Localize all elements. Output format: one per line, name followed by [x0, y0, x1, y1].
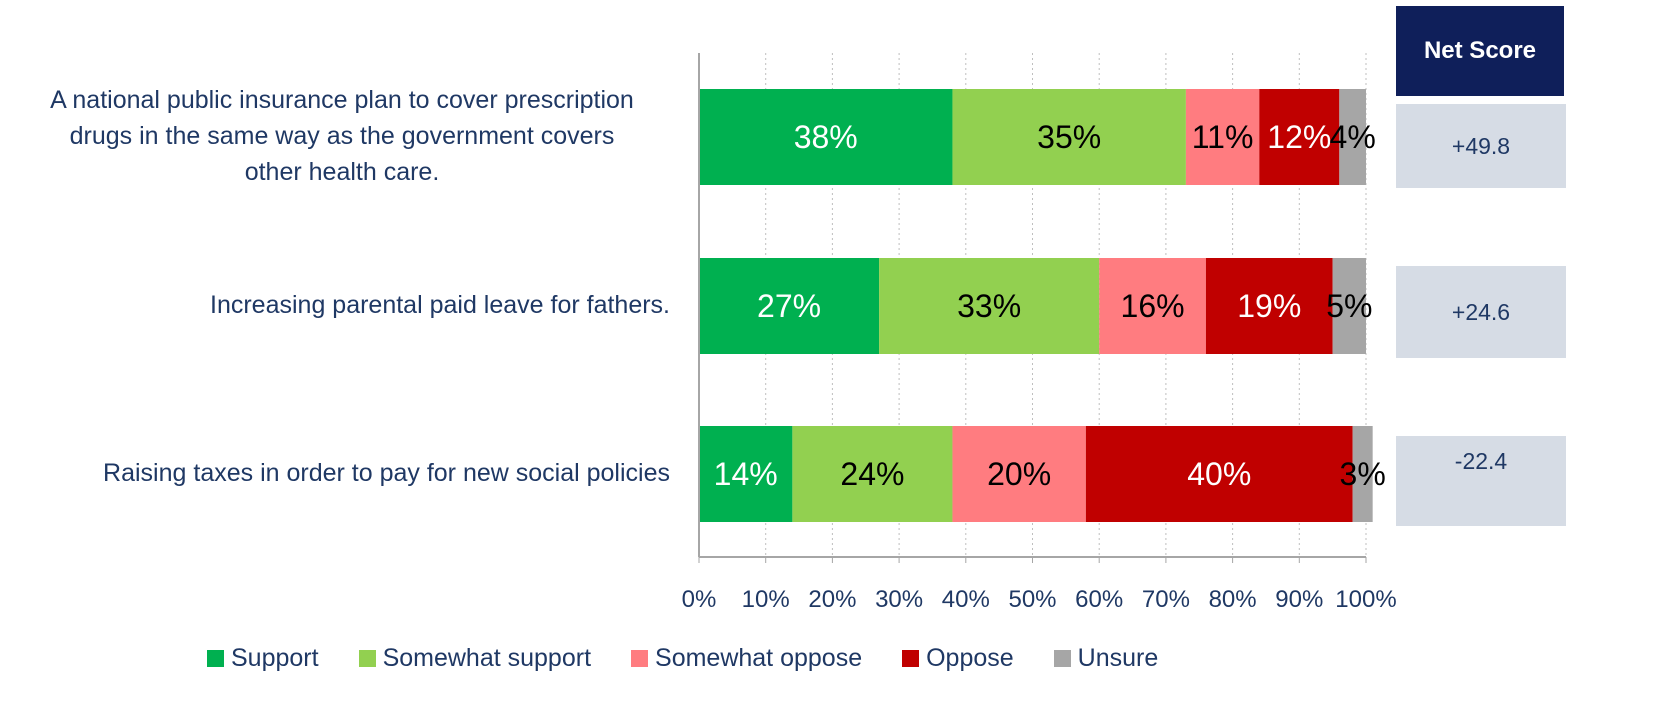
data-label-2-somewhat-support: 33% [957, 288, 1021, 324]
x-tick-label-6: 60% [1075, 586, 1123, 613]
data-label-3-somewhat-oppose: 20% [987, 456, 1051, 492]
data-label-1-somewhat-oppose: 11% [1192, 119, 1254, 155]
legend-label: Somewhat support [382, 643, 592, 672]
x-tick-label-10: 100% [1335, 586, 1396, 613]
data-label-3-support: 14% [714, 456, 778, 492]
category-label-1-line-1: A national public insurance plan to cove… [50, 86, 634, 114]
legend-label: Unsure [1077, 643, 1159, 672]
bar-3-oppose [1085, 426, 1353, 522]
data-label-2-unsure: 5% [1326, 288, 1372, 324]
legend-item-oppose: Oppose [902, 644, 1014, 673]
x-tick-label-1: 10% [742, 586, 790, 613]
category-label-1-line-3: other health care. [244, 158, 440, 186]
bar-2-somewhat-support [879, 258, 1100, 354]
net-score-2: +24.6 [1396, 266, 1566, 358]
bar-1-somewhat-support [952, 89, 1186, 185]
x-tick-label-4: 40% [942, 586, 990, 613]
x-tick-label-0: 0% [682, 586, 717, 613]
legend-item-somewhat-support: Somewhat support [358, 643, 592, 673]
legend-swatch [207, 649, 224, 667]
bar-3-somewhat-support [792, 426, 953, 522]
data-label-2-support: 27% [757, 288, 821, 324]
legend-label: Oppose [926, 643, 1014, 672]
legend-item-support: Support [207, 644, 319, 673]
data-label-3-somewhat-support: 24% [840, 456, 904, 492]
category-label-3: Raising taxes in order to pay for new so… [0, 455, 670, 491]
category-label-1: A national public insurance plan to cove… [0, 82, 684, 190]
bar-1-somewhat-oppose [1185, 89, 1260, 185]
bar-3-support [699, 426, 793, 522]
data-label-2-somewhat-oppose: 16% [1121, 288, 1185, 324]
net-score-header: Net Score [1396, 6, 1564, 96]
net-score-1: +49.8 [1396, 104, 1566, 188]
data-label-1-support: 38% [794, 119, 858, 155]
category-label-2-line-1: Increasing parental paid leave for fathe… [210, 291, 670, 319]
legend-item-unsure: Unsure [1053, 643, 1159, 673]
x-tick-label-3: 30% [875, 586, 923, 613]
bar-2-unsure [1332, 258, 1366, 354]
bar-1-support [699, 89, 953, 185]
legend: Support Somewhat support Somewhat oppose Op… [207, 640, 1198, 676]
data-label-1-somewhat-support: 35% [1037, 119, 1101, 155]
bars: 38% 35% 11% 12%4% 27% 33% 16% 19% 5% 14% 24% 20% 40%… [699, 89, 1386, 522]
data-label-1-unsure: 4% [1330, 119, 1376, 155]
x-tick-label-2: 20% [808, 586, 856, 613]
bar-3-somewhat-oppose [952, 426, 1086, 522]
x-tick-label-9: 90% [1275, 586, 1323, 613]
net-score-3: -22.4 [1396, 436, 1566, 526]
data-label-2-oppose: 19% [1237, 288, 1301, 324]
bar-1-unsure [1339, 89, 1366, 185]
legend-item-somewhat-oppose: Somewhat oppose [631, 644, 862, 673]
legend-label: Somewhat oppose [655, 643, 863, 672]
x-axis: 0% 10% 20% 30% 40% 50% 60% 70% 80% 90% 100% [682, 53, 1397, 613]
legend-label: Support [231, 643, 319, 672]
data-label-3-oppose: 40% [1187, 456, 1251, 492]
category-label-3-line-1: Raising taxes in order to pay for new so… [103, 459, 670, 487]
legend-swatch [1053, 649, 1071, 667]
bar-1-oppose [1259, 89, 1340, 185]
legend-swatch [902, 649, 920, 667]
legend-swatch [358, 649, 376, 667]
category-label-2: Increasing parental paid leave for fathe… [0, 287, 670, 323]
x-tick-label-5: 50% [1008, 586, 1056, 613]
bar-2-oppose [1205, 258, 1333, 354]
x-tick-label-7: 70% [1142, 586, 1190, 613]
x-tick-label-8: 80% [1209, 586, 1257, 613]
legend-swatch [631, 649, 649, 667]
category-label-1-line-2: drugs in the same way as the government … [69, 122, 615, 150]
bar-2-somewhat-oppose [1099, 258, 1206, 354]
data-label-3-unsure: 3% [1340, 456, 1386, 492]
data-label-1-oppose: 12% [1267, 119, 1331, 155]
bar-2-support [699, 258, 880, 354]
bar-3-unsure [1352, 426, 1373, 522]
